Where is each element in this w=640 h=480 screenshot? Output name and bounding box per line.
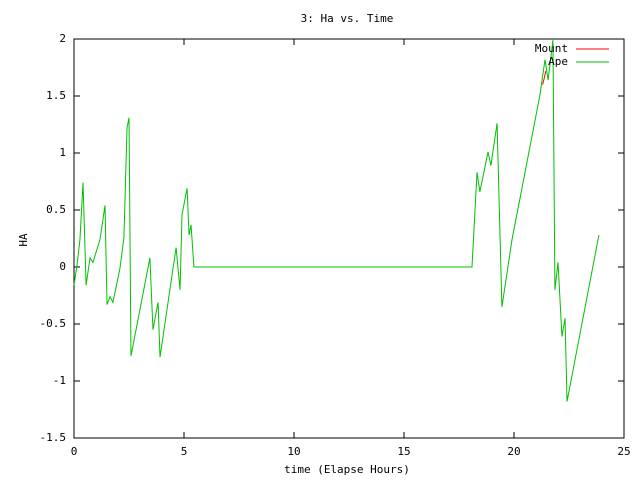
y-axis-label: HA bbox=[17, 233, 30, 247]
x-tick-label: 0 bbox=[71, 445, 78, 458]
y-tick-label: 0.5 bbox=[46, 203, 66, 216]
y-tick-label: 2 bbox=[59, 32, 66, 45]
y-tick-label: -1.5 bbox=[40, 431, 67, 444]
x-tick-label: 25 bbox=[617, 445, 630, 458]
legend-label: Mount bbox=[535, 42, 568, 55]
y-tick-label: -1 bbox=[53, 374, 66, 387]
x-tick-label: 20 bbox=[507, 445, 520, 458]
y-tick-label: 0 bbox=[59, 260, 66, 273]
y-tick-label: 1 bbox=[59, 146, 66, 159]
y-tick-label: -0.5 bbox=[40, 317, 67, 330]
plot-border bbox=[73, 38, 625, 439]
legend-label: Ape bbox=[548, 55, 568, 68]
x-tick-label: 5 bbox=[181, 445, 188, 458]
x-axis-label: time (Elapse Hours) bbox=[284, 463, 410, 476]
series-line bbox=[73, 40, 600, 402]
y-tick-label: 1.5 bbox=[46, 89, 66, 102]
chart-title: 3: Ha vs. Time bbox=[301, 12, 394, 25]
series-line bbox=[542, 70, 547, 85]
x-tick-label: 10 bbox=[287, 445, 300, 458]
x-tick-label: 15 bbox=[397, 445, 410, 458]
